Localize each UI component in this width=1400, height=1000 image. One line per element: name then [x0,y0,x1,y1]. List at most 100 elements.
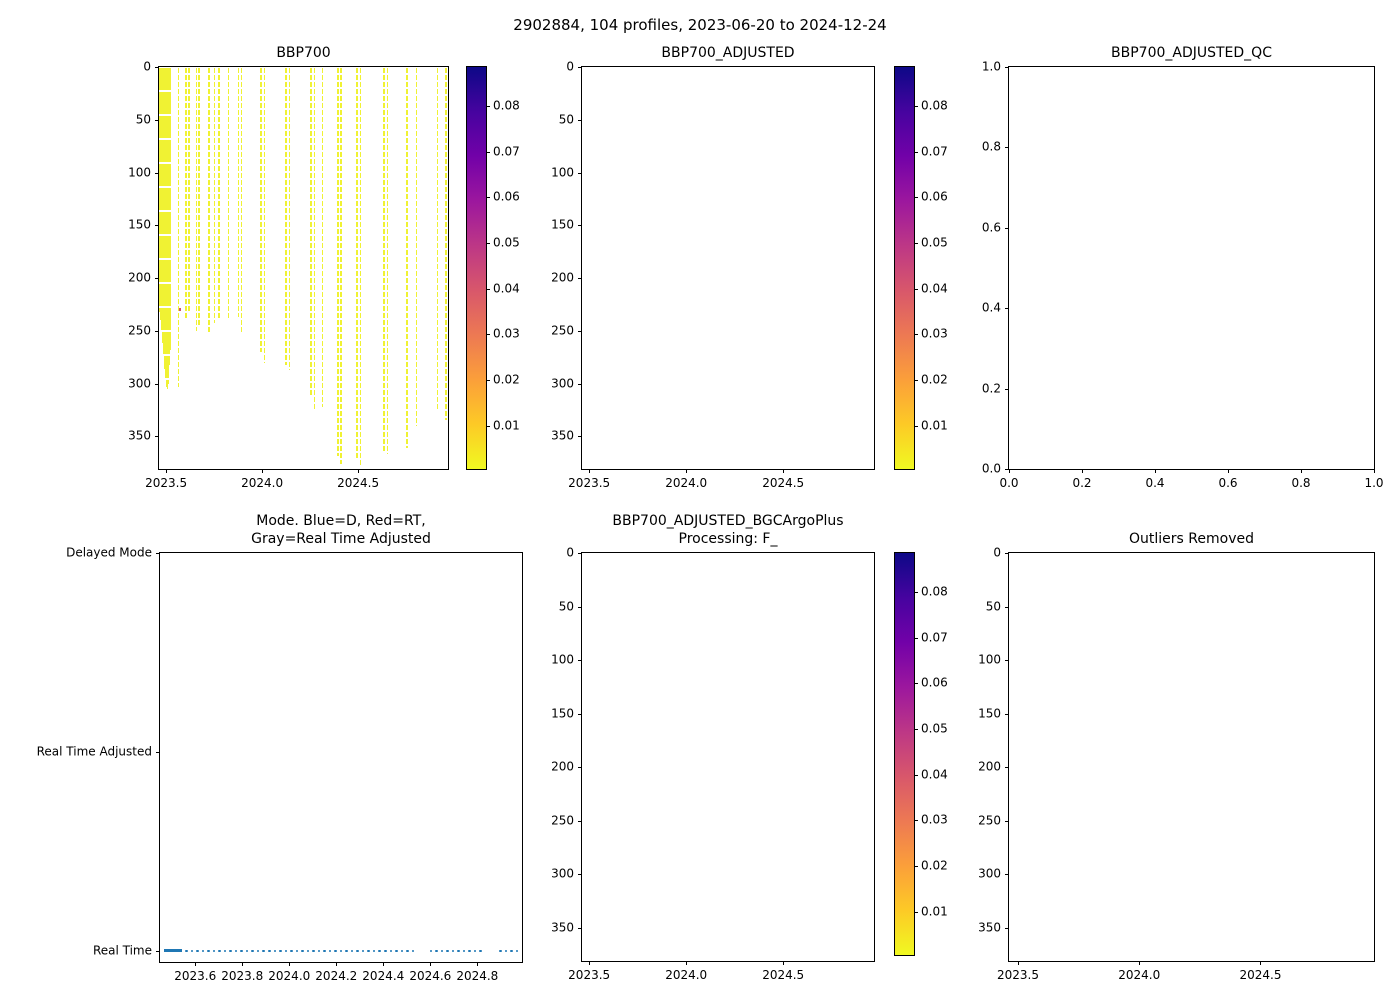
y-axis-tick-label: 0.4 [981,300,1001,315]
colorbar-tick-label: 0.02 [493,372,520,387]
mode-data-point [389,949,393,953]
mode-data-point [457,949,460,953]
mode-data-point [499,949,502,953]
profile-column [164,68,166,380]
x-axis-tick [383,962,385,966]
mode-data-point [268,949,271,953]
profile-column [321,68,324,407]
profile-column [240,68,243,334]
x-axis-tick-label: 2023.6 [174,969,217,983]
profile-column [406,68,408,448]
y-axis-tick-label: 300 [551,866,574,881]
colorbar-tick-label: 0.01 [493,418,520,433]
mode-data-point [207,949,210,953]
y-axis-tick-label: 100 [551,652,574,667]
colorbar-tick [914,105,918,107]
mode-data-point [273,949,277,953]
y-axis-tick-label: 0 [566,545,574,560]
panel-outliers-removed-title: Outliers Removed [1129,530,1254,547]
profile-column [168,68,170,376]
y-axis-tick-label: 350 [551,920,574,935]
colorbar-tick [914,197,918,199]
profile-column [167,68,169,384]
mode-data-point [323,949,326,953]
colorbar-tick-label: 0.05 [493,235,520,250]
colorbar-tick-label: 0.07 [493,144,520,159]
y-axis-tick [155,172,159,174]
colorbar-tick-label: 0.08 [921,584,948,599]
y-axis-tick-label: 200 [551,270,574,285]
y-axis-tick [578,660,582,662]
x-axis-tick-label: 2024.5 [762,968,805,982]
mode-data-point [312,949,315,953]
y-axis-tick [1005,767,1009,769]
y-axis-tick-label: 100 [978,652,1001,667]
x-axis-tick-label: 2024.0 [1118,968,1161,982]
x-axis-tick [1155,469,1156,473]
mode-data-point [328,949,332,953]
mode-data-point [372,949,376,953]
y-axis-tick-label: 200 [128,270,151,285]
colorbar-tick [486,105,490,107]
colorbar-tick [914,151,918,153]
colorbar-tick-label: 0.03 [921,812,948,827]
x-axis-tick-label: 2024.6 [409,969,452,983]
colorbar-tick [486,334,490,336]
x-axis-tick [166,469,168,473]
y-axis-tick-label: 0 [566,59,574,74]
x-axis-tick [783,469,785,473]
mode-data-point [395,949,398,953]
mode-data-point [290,949,293,953]
mode-data-point [406,949,409,953]
mode-data-point [240,949,243,953]
profile-column [260,68,262,352]
figure-suptitle: 2902884, 104 profiles, 2023-06-20 to 202… [513,16,887,34]
x-axis-tick [1374,469,1375,473]
profile-column [227,68,230,320]
mode-data-point [245,949,249,953]
mode-data-point [339,949,343,953]
mode-line-solid-segment [164,949,183,953]
mode-data-point [400,949,404,953]
x-axis-tick-label: 0.0 [999,476,1019,490]
y-axis-tick [578,713,582,715]
profile-column [285,68,287,365]
x-axis-tick-label: 2024.0 [665,968,708,982]
profile-column [188,68,190,312]
y-axis-tick [1005,553,1009,554]
profile-column [237,68,240,318]
profile-column [415,68,418,426]
y-axis-tick [578,330,582,332]
y-axis-tick [1005,713,1009,715]
mode-data-point [196,949,199,953]
x-axis-tick-label: 2023.5 [568,476,611,490]
colorbar-tick-label: 0.04 [921,281,948,296]
profile-column [383,68,385,452]
colorbar-tick-label: 0.05 [921,235,948,250]
mode-data-point [306,949,310,953]
y-axis-tick-label: 350 [978,920,1001,935]
mode-data-point [515,949,519,953]
panel-bbp700-adjusted-qc: BBP700_ADJUSTED_QC 0.0 0.2 0.4 0.6 0.8 1.0 1.0… [982,45,1384,491]
profile-column [386,68,389,455]
y-axis-tick [155,383,159,385]
mode-data-point [345,949,348,953]
profile-column [170,68,172,350]
mode-data-point [317,949,321,953]
y-axis-tick-label: 200 [978,759,1001,774]
mode-data-point [411,949,415,953]
profile-column [165,68,167,387]
x-axis-tick [289,962,291,966]
y-axis-tick [155,67,159,68]
plot-area-bbp700-adjusted: 2023.5 2024.0 2024.5 0 50 100 150 200 250 300 350 [551,60,874,490]
y-axis-tick-label: 150 [551,217,574,232]
mode-data-point [190,949,194,953]
panel-bbp700: BBP700 2023.5 2024.0 2024.5 0 50 100 150 200 250… [128,45,449,490]
mode-data-point [218,949,221,953]
colorbar-tick [914,774,918,776]
y-axis-tick [1005,308,1009,310]
mode-data-point [479,949,482,953]
profile-column [213,68,216,324]
profile-column [163,68,165,369]
y-axis-tick-label: 50 [558,112,574,127]
